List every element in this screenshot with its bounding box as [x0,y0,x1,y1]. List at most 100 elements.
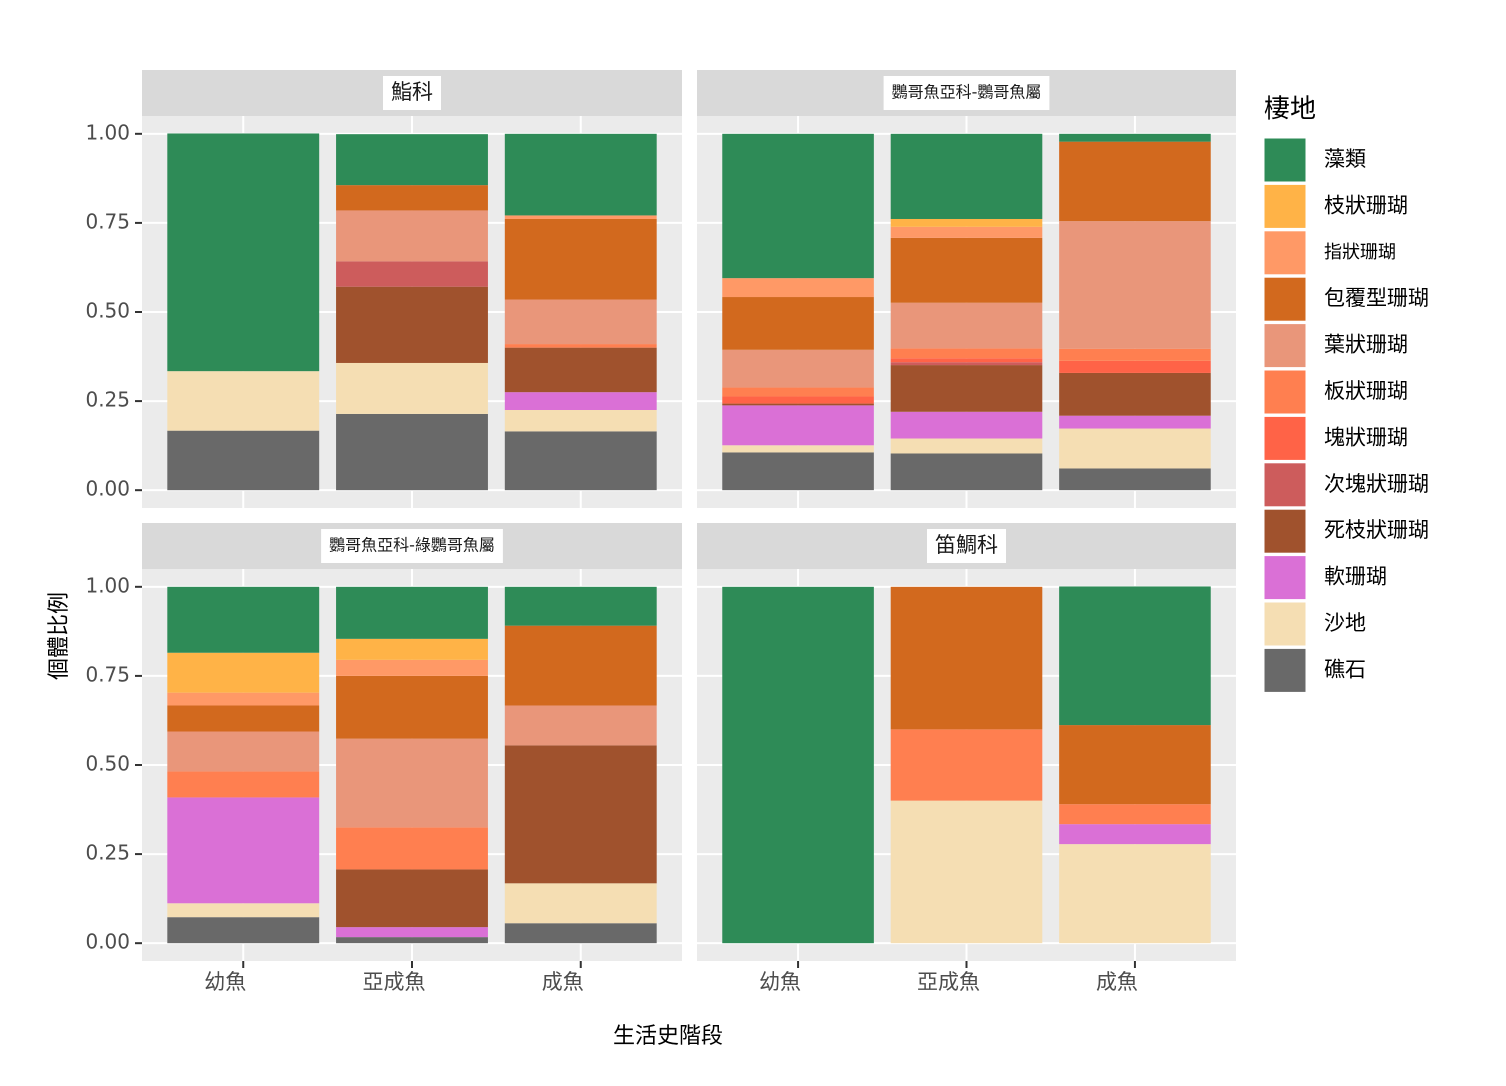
bar-segment [722,278,874,298]
x-axis-title: 生活史階段 [613,1024,723,1049]
bar-segment [722,349,874,388]
bar-segment [167,903,320,918]
bar-segment [336,738,488,828]
bar-segment [1059,428,1211,469]
legend-key [1263,137,1307,183]
strip-label: 鸚哥魚亞科-綠鸚哥魚屬 [329,536,495,555]
y-tick-label: 0.00 [85,930,130,954]
bar-segment [722,396,874,404]
bar-segment [504,625,657,706]
bar-segment [504,923,657,944]
bar-segment [1059,141,1211,222]
x-tick-label: 亞成魚 [363,970,426,994]
bar-segment [1059,725,1211,805]
legend-key [1263,462,1307,508]
bar-segment [1059,804,1211,825]
y-tick-label: 0.25 [85,841,130,865]
bar-segment [504,215,657,219]
legend-key [1263,276,1307,322]
bar-segment [504,883,657,924]
legend-key [1263,555,1307,601]
bar-segment [336,586,488,639]
bar-segment [167,797,320,904]
bar-segment [890,358,1043,363]
bar-segment [167,692,320,706]
bar-segment [890,362,1043,366]
bar-segment [504,392,657,410]
bar-segment [890,237,1043,303]
strip-label: 鸚哥魚亞科-鸚哥魚屬 [892,83,1042,102]
bar-segment [336,413,488,491]
bar-segment [722,405,874,446]
bar-segment [504,745,657,884]
bar-segment [1059,348,1211,361]
legend-label: 軟珊瑚 [1324,565,1387,589]
bar-segment [722,445,874,453]
bar-segment [1059,824,1211,845]
bar-segment [722,586,874,944]
bar-segment [504,344,657,348]
y-tick-label: 1.00 [85,573,130,597]
bar-segment [890,438,1043,454]
legend-key [1263,230,1307,276]
bar-segment [167,652,320,693]
x-tick-label: 成魚 [542,970,584,994]
bar-segment [1059,468,1211,491]
bar-segment [890,302,1043,349]
x-tick-label: 幼魚 [759,970,801,994]
y-tick-label: 0.75 [85,662,130,686]
bar-segment [336,937,488,944]
bar-segment [890,411,1043,439]
bar-segment [504,347,657,393]
bar-segment [890,453,1043,491]
legend-key [1263,508,1307,554]
bar-segment [167,430,320,491]
bar-segment [336,638,488,660]
bar-segment [336,827,488,870]
bar-segment [336,185,488,211]
bar-segment [722,133,874,279]
bar-segment [890,133,1043,219]
strip-label: 笛鯛科 [935,533,998,557]
bar-segment [890,218,1043,227]
y-tick-label: 0.50 [85,752,130,776]
bar-segment [336,927,488,938]
bar-segment [336,659,488,676]
legend-label: 葉狀珊瑚 [1324,333,1408,357]
y-tick-label: 1.00 [85,120,130,144]
bar-segment [504,218,657,300]
y-tick-label: 0.50 [85,299,130,323]
legend-key [1263,183,1307,229]
strip-label-box [321,529,503,563]
y-axis-title: 個體比例 [47,592,72,680]
legend-key [1263,415,1307,461]
bar-segment [167,731,320,772]
bar-segment [504,586,657,626]
legend-label: 包覆型珊瑚 [1324,286,1429,310]
bar-segment [336,286,488,363]
legend-label: 板狀珊瑚 [1324,379,1408,403]
bar-segment [722,297,874,350]
bar-segment [336,362,488,414]
legend-title: 棲地 [1264,95,1316,125]
strip-label-box [883,76,1050,110]
bar-segment [504,705,657,746]
strip-label-box [927,529,1006,563]
bar-segment [890,348,1043,359]
y-tick-label: 0.00 [85,477,130,501]
strip-label: 鮨科 [391,80,433,104]
bar-segment [336,869,488,928]
y-tick-label: 0.75 [85,209,130,233]
x-tick-label: 幼魚 [204,970,246,994]
bar-segment [722,452,874,491]
bar-segment [1059,133,1211,142]
bar-segment [504,133,657,216]
bar-segment [167,133,320,372]
legend-label: 死枝狀珊瑚 [1324,518,1429,542]
bar-segment [336,210,488,262]
legend-label: 藻類 [1324,147,1366,171]
bar-segment [504,410,657,432]
bar-segment [167,705,320,732]
bar-segment [167,771,320,798]
